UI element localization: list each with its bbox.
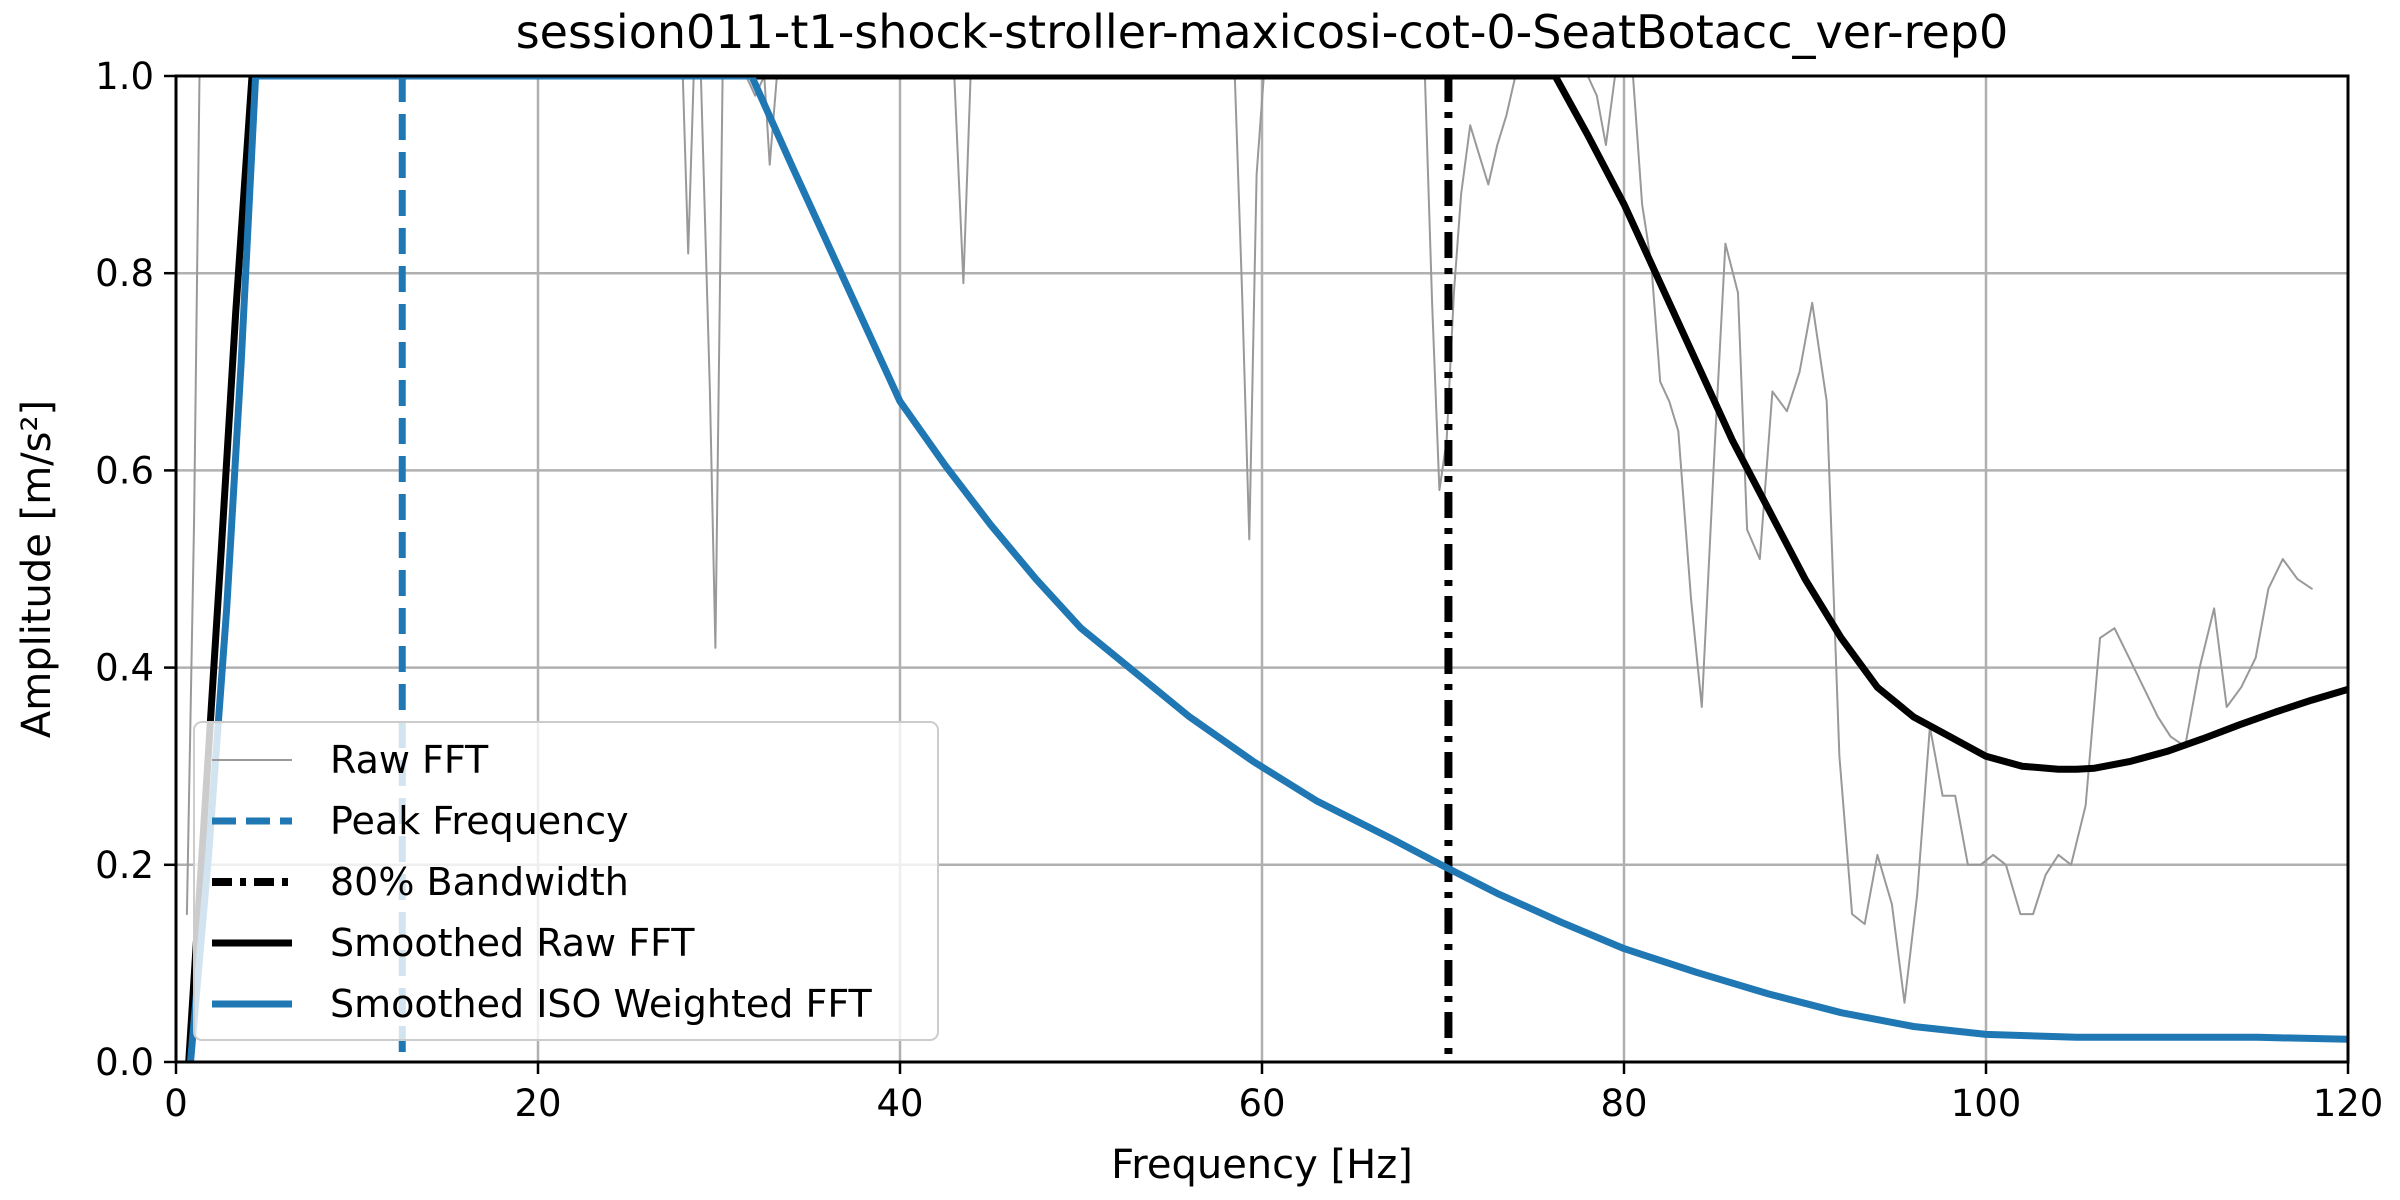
chart-title: session011-t1-shock-stroller-maxicosi-co… [516,5,2009,59]
legend-box [193,721,939,1041]
axis-ticks: 0 20 40 60 80 100 120 0.0 0.2 0.4 0.6 0.8 1.0 [95,55,2383,1125]
x-tick-label: 120 [2313,1082,2384,1125]
legend-raw-fft-label: Raw FFT [330,738,489,782]
x-tick-label: 100 [1951,1082,2022,1125]
y-tick-label: 0.6 [95,449,154,492]
series-smoothed-iso-fft [187,76,2348,1062]
legend-smoothed-raw-fft-label: Smoothed Raw FFT [330,921,695,965]
legend: Raw FFT Peak Frequency 80% Bandwidth Smooth… [193,721,939,1041]
legend-peak-frequency-label: Peak Frequency [330,799,629,843]
legend-bandwidth-label: 80% Bandwidth [330,860,629,904]
y-tick-label: 0.0 [95,1041,154,1084]
y-tick-label: 0.8 [95,252,154,295]
y-tick-label: 1.0 [95,55,154,98]
x-tick-label: 0 [164,1082,188,1125]
y-tick-label: 0.2 [95,844,154,887]
x-tick-label: 80 [1600,1082,1647,1125]
legend-items: Raw FFT Peak Frequency 80% Bandwidth Smooth… [212,738,873,1026]
y-axis-label: Amplitude [m/s²] [14,400,60,738]
legend-smoothed-iso-fft-label: Smoothed ISO Weighted FFT [330,982,873,1026]
x-tick-label: 20 [514,1082,561,1125]
y-tick-label: 0.4 [95,647,154,690]
plot-area [185,76,2348,1062]
x-axis-label: Frequency [Hz] [1111,1142,1413,1188]
x-tick-label: 40 [876,1082,923,1125]
x-tick-label: 60 [1238,1082,1285,1125]
series-smoothed-raw-fft [185,76,2348,1062]
